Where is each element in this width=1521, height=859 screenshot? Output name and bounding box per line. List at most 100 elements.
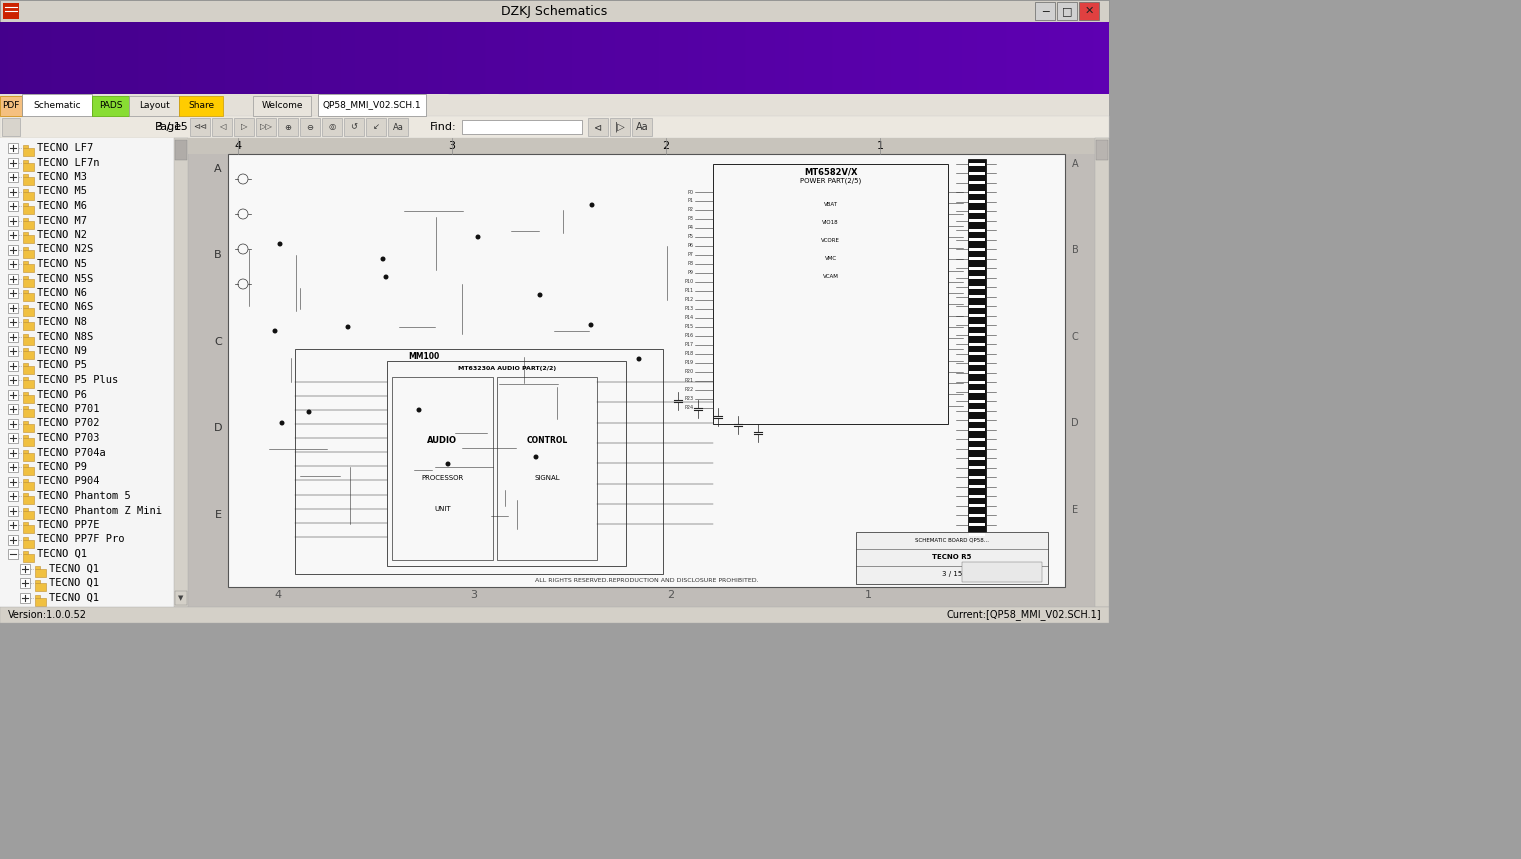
Text: TECNO Phantom Z Mini: TECNO Phantom Z Mini [37,505,163,515]
Bar [8,389,18,399]
Bar [23,160,27,162]
Text: P4: P4 [687,225,694,230]
Bar [23,290,27,293]
Bar [969,352,984,356]
Bar [23,174,27,177]
Text: B: B [214,250,222,260]
Text: QP58_MMI_V02.SCH.1: QP58_MMI_V02.SCH.1 [322,101,421,109]
Bar [23,145,27,148]
Text: TECNO P704a: TECNO P704a [37,448,106,458]
Circle shape [590,203,595,208]
Bar [969,457,984,460]
Bar [23,365,33,374]
Bar [23,380,33,388]
Bar [969,409,984,412]
Text: TECNO N9: TECNO N9 [37,346,87,356]
Bar [8,361,18,370]
Bar [23,406,27,409]
Bar [23,478,27,482]
Bar [23,249,33,258]
Text: P5: P5 [687,235,694,240]
Bar [969,476,984,478]
Circle shape [307,410,312,415]
Bar [23,206,33,214]
Bar [228,154,1065,587]
Text: TECNO P5: TECNO P5 [37,361,87,370]
Bar [35,598,46,606]
Bar [969,267,984,270]
Bar [0,96,21,116]
Text: ✕: ✕ [1084,6,1094,16]
Bar [0,0,1109,22]
Bar [23,319,27,322]
Text: P17: P17 [684,343,694,347]
Text: VIO18: VIO18 [823,220,840,224]
Bar [633,118,653,136]
Text: Version:1.0.0.52: Version:1.0.0.52 [8,610,87,620]
Text: 1: 1 [876,141,884,151]
Bar [8,520,18,530]
Circle shape [589,322,593,327]
Bar [969,258,984,260]
Circle shape [417,407,421,412]
Text: P9: P9 [687,271,694,276]
Text: TECNO P9: TECNO P9 [37,462,87,472]
Bar [105,30,163,86]
Text: P14: P14 [684,315,694,320]
Bar [0,116,1109,138]
Bar [8,462,18,472]
Text: TECNO P5 Plus: TECNO P5 Plus [37,375,119,385]
Text: TECNO LF7n: TECNO LF7n [37,157,99,168]
Bar [35,583,46,591]
Text: A: A [214,164,222,174]
Bar [23,409,33,417]
Text: 3 / 15: 3 / 15 [941,571,963,577]
Bar [23,261,27,264]
Bar [392,377,493,560]
Bar [8,477,18,486]
Bar [1097,140,1107,160]
Text: ⊖: ⊖ [307,123,313,131]
Bar [713,164,948,423]
Bar [252,96,310,116]
Text: P23: P23 [684,396,694,401]
Text: ↺: ↺ [350,123,357,131]
Bar [23,537,27,539]
Text: DZKJ Tools: DZKJ Tools [176,41,374,75]
Text: TECNO Q1: TECNO Q1 [49,578,99,588]
Bar [256,118,275,136]
Bar [8,143,18,153]
Text: MT63230A AUDIO PART(2/2): MT63230A AUDIO PART(2/2) [458,366,555,371]
Bar [969,419,984,422]
Text: TECNO M7: TECNO M7 [37,216,87,226]
Text: E: E [214,510,222,520]
Bar [969,514,984,517]
Bar [23,177,33,185]
Bar [189,138,1109,607]
Bar [23,188,27,192]
Bar [20,564,30,574]
Bar [0,607,1109,623]
Bar [23,264,33,272]
Bar [278,118,298,136]
Bar [23,276,27,278]
Bar [8,418,18,429]
Bar [23,539,33,547]
Bar [0,94,1109,116]
Text: 2: 2 [668,590,674,600]
Text: P24: P24 [684,405,694,411]
Bar [969,399,984,403]
Text: Android + iPhone & PCB Layout - Schematics: Android + iPhone & PCB Layout - Schemati… [516,46,1049,70]
Text: TECNO P6: TECNO P6 [37,389,87,399]
Bar [969,523,984,527]
Bar [969,390,984,393]
Bar [8,375,18,385]
Bar [189,138,1095,154]
Bar [300,118,319,136]
Circle shape [383,275,388,279]
Bar [969,172,984,175]
Circle shape [636,356,642,362]
Bar [969,200,984,204]
Bar [969,429,984,431]
Text: TECNO PP7F Pro: TECNO PP7F Pro [37,534,125,545]
